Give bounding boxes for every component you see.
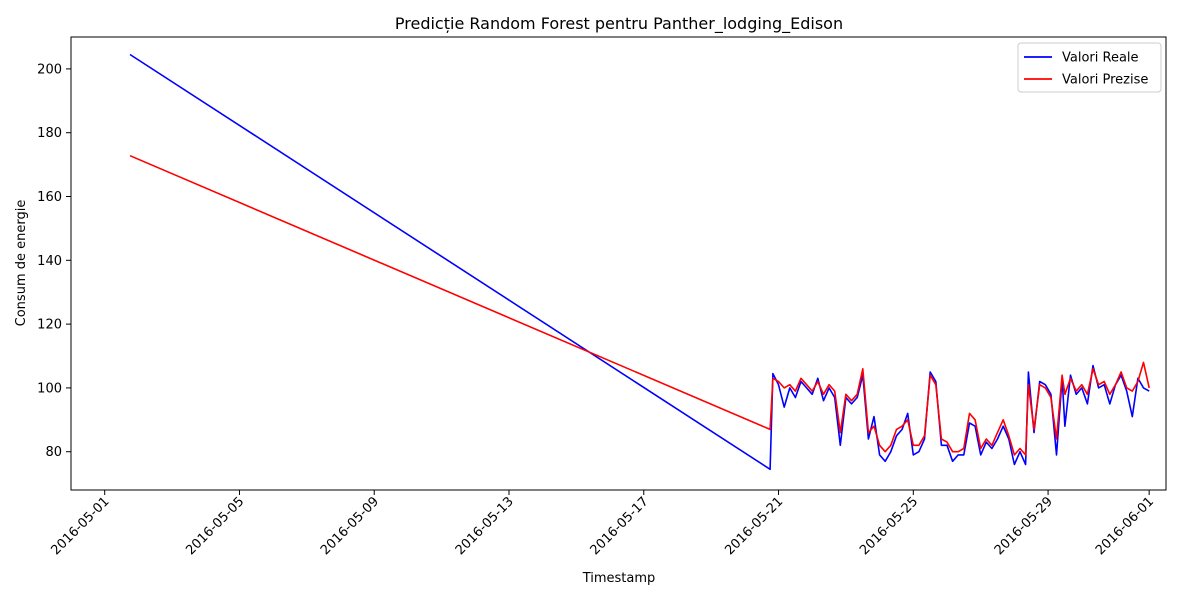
x-axis-label: Timestamp bbox=[582, 571, 656, 586]
y-axis: 80 100 120 140 160 180 200 bbox=[37, 62, 71, 460]
y-tick-label: 180 bbox=[37, 126, 62, 141]
legend-box bbox=[1017, 42, 1162, 93]
y-tick-label: 140 bbox=[37, 254, 62, 269]
series-line-valori-reale bbox=[129, 53, 1150, 471]
y-tick-label: 80 bbox=[45, 445, 62, 460]
legend-entry-label: Valori Reale bbox=[1062, 51, 1139, 66]
y-tick-label: 100 bbox=[37, 381, 62, 396]
chart-title: Predicție Random Forest pentru Panther_l… bbox=[395, 14, 843, 34]
y-tick-label: 160 bbox=[37, 190, 62, 205]
y-tick-label: 120 bbox=[37, 318, 62, 333]
plot-frame bbox=[70, 36, 1167, 491]
y-tick-label: 200 bbox=[37, 62, 62, 77]
legend-entry-label: Valori Prezise bbox=[1062, 73, 1148, 88]
plot-area bbox=[129, 53, 1150, 471]
series-line-valori-prezise bbox=[129, 154, 1150, 456]
legend: Valori Reale Valori Prezise bbox=[1017, 42, 1162, 93]
y-axis-label: Consum de energie bbox=[14, 200, 29, 327]
